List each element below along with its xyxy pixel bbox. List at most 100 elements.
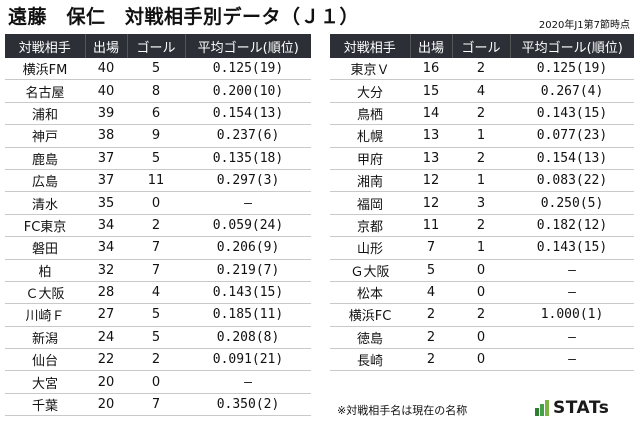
cell-average: 0.059(24) [185,214,311,238]
cell-appearances: 40 [85,79,127,103]
table-row: 東京Ｖ 16 2 0.125(19) [330,58,634,81]
cell-opponent: 柏 [5,259,85,282]
header-appearances: 出場 [84,34,127,58]
cell-appearances: 27 [85,303,127,327]
cell-appearances: 11 [410,214,452,238]
cell-average: – [510,281,634,305]
cell-average: 0.250(5) [510,191,634,215]
cell-average: – [510,259,634,282]
logo-bar [540,404,544,416]
cell-average: – [510,348,634,372]
cell-goals: 2 [452,214,510,238]
table-row: 松本 4 0– [330,281,634,305]
cell-goals: 11 [127,169,185,193]
cell-average: 0.237(6) [185,124,311,148]
cell-goals: 7 [127,236,185,260]
table-row: FC東京 34 2 0.059(24) [5,214,311,238]
cell-opponent: 千葉 [5,393,85,417]
cell-appearances: 20 [85,393,127,417]
cell-opponent: 名古屋 [5,79,85,103]
cell-appearances: 16 [410,58,452,81]
cell-appearances: 34 [85,214,127,238]
table-row: Ｇ大阪 5 0– [330,259,634,282]
page-title: 遠藤 保仁 対戦相手別データ（Ｊ１） [8,6,360,28]
cell-goals: 4 [127,281,185,305]
cell-opponent: 仙台 [5,348,85,372]
logo-bar [545,400,549,416]
cell-goals: 2 [127,214,185,238]
cell-average: 0.125(19) [185,58,311,81]
cell-average: – [185,370,311,394]
cell-appearances: 7 [410,236,452,260]
cell-opponent: 浦和 [5,102,85,126]
cell-average: 0.083(22) [510,169,634,193]
cell-goals: 2 [452,303,510,327]
header-opponent: 対戦相手 [5,34,85,58]
stats-table-left: 対戦相手 出場 ゴール 平均ゴール(順位) 横浜FM 40 5 0.125(19) 名古… [5,34,311,417]
table-row: 福岡 12 3 0.250(5) [330,191,634,215]
table-row: 湘南 12 1 0.083(22) [330,169,634,193]
table-row: 磐田 34 7 0.206(9) [5,236,311,260]
cell-average: 0.143(15) [510,102,634,126]
table-row: 新潟 24 5 0.208(8) [5,326,311,350]
cell-opponent: 川崎Ｆ [5,303,85,327]
cell-goals: 8 [127,79,185,103]
header-average: 平均ゴール(順位) [184,34,311,58]
cell-opponent: 大宮 [5,370,85,394]
cell-appearances: 22 [85,348,127,372]
cell-average: 0.350(2) [185,393,311,417]
header-average: 平均ゴール(順位) [509,34,634,58]
cell-appearances: 5 [410,259,452,282]
cell-opponent: 大分 [330,79,410,103]
table-row: 横浜FC 2 2 1.000(1) [330,303,634,327]
cell-appearances: 32 [85,259,127,282]
table-row: 柏 32 7 0.219(7) [5,259,311,282]
cell-average: 0.154(13) [185,102,311,126]
cell-goals: 5 [127,147,185,170]
cell-appearances: 12 [410,169,452,193]
cell-average: 0.077(23) [510,124,634,148]
cell-goals: 4 [452,79,510,103]
table-row: 長崎 2 0– [330,348,634,372]
cell-goals: 9 [127,124,185,148]
cell-goals: 5 [127,58,185,81]
cell-appearances: 13 [410,147,452,170]
header-opponent: 対戦相手 [330,34,410,58]
cell-opponent: 長崎 [330,348,410,372]
cell-average: – [185,191,311,215]
cell-opponent: 札幌 [330,124,410,148]
cell-goals: 5 [127,326,185,350]
cell-appearances: 37 [85,169,127,193]
cell-appearances: 24 [85,326,127,350]
cell-opponent: 清水 [5,191,85,215]
table-row: 山形 7 1 0.143(15) [330,236,634,260]
table-row: 神戸 38 9 0.237(6) [5,124,311,148]
cell-appearances: 40 [85,58,127,81]
stats-logo: STATs [535,398,609,418]
cell-goals: 7 [127,259,185,282]
table-row: 横浜FM 40 5 0.125(19) [5,58,311,81]
cell-appearances: 12 [410,191,452,215]
cell-appearances: 14 [410,102,452,126]
cell-appearances: 28 [85,281,127,305]
cell-opponent: 鳥栖 [330,102,410,126]
cell-appearances: 37 [85,147,127,170]
table-row: 京都 11 2 0.182(12) [330,214,634,238]
logo-text: STATs [553,398,610,418]
cell-average: 0.185(11) [185,303,311,327]
logo-bars-icon [535,400,550,416]
table-row: 鳥栖 14 2 0.143(15) [330,102,634,126]
table-row: 川崎Ｆ 27 5 0.185(11) [5,303,311,327]
cell-opponent: 横浜FM [5,58,85,81]
cell-opponent: 東京Ｖ [330,58,410,81]
cell-opponent: 磐田 [5,236,85,260]
header-row: 対戦相手 出場 ゴール 平均ゴール(順位) [330,34,634,58]
table-row: 千葉 20 7 0.350(2) [5,393,311,417]
cell-goals: 0 [127,191,185,215]
stats-table-right: 対戦相手 出場 ゴール 平均ゴール(順位) 東京Ｖ 16 2 0.125(19) 大分 1… [330,34,634,372]
footnote: ※対戦相手名は現在の名称 [337,404,468,417]
cell-appearances: 4 [410,281,452,305]
cell-opponent: 山形 [330,236,410,260]
cell-opponent: 鹿島 [5,147,85,170]
cell-goals: 2 [127,348,185,372]
